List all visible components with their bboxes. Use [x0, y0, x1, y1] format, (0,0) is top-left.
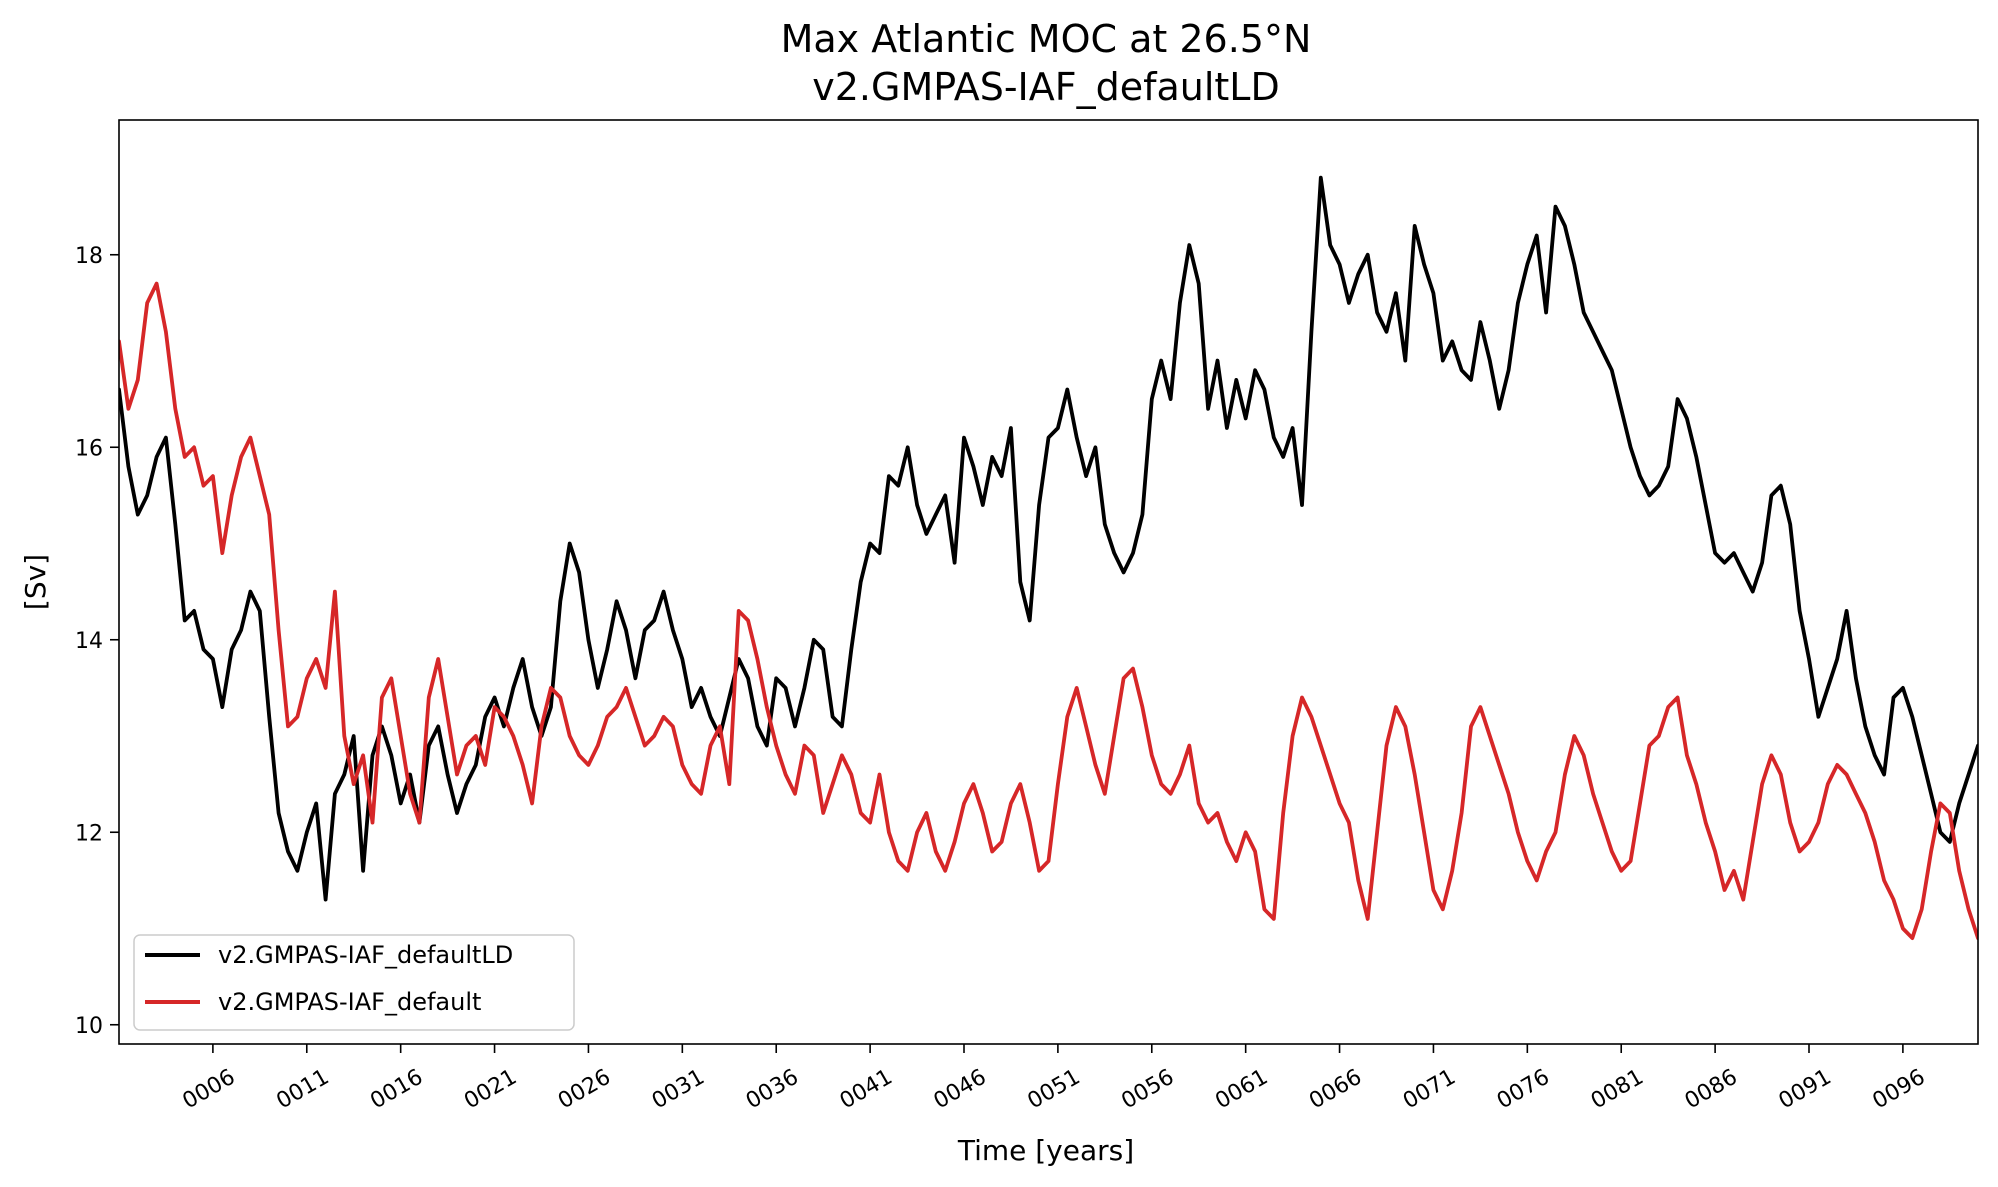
x-tick-label: 0026	[554, 1065, 615, 1115]
legend-label-0: v2.GMPAS-IAF_defaultLD	[218, 941, 513, 969]
x-tick-label: 0081	[1587, 1065, 1648, 1115]
x-tick-label: 0011	[272, 1065, 333, 1115]
x-tick-label: 0041	[836, 1065, 897, 1115]
legend-box	[133, 934, 575, 1031]
y-axis-label: [Sv]	[19, 554, 52, 610]
series-line-0	[119, 175, 1978, 902]
x-tick-label: 0061	[1211, 1065, 1272, 1115]
x-tick-label: 0016	[366, 1065, 427, 1115]
chart-subtitle: v2.GMPAS-IAF_defaultLD	[812, 65, 1280, 109]
x-tick-label: 0036	[742, 1065, 803, 1115]
y-tick-label: 14	[75, 629, 103, 654]
x-tick-label: 0021	[460, 1065, 521, 1115]
x-tick-label: 0096	[1868, 1065, 1929, 1115]
y-tick-label: 10	[75, 1014, 103, 1039]
x-tick-label: 0071	[1399, 1065, 1460, 1115]
x-tick-label: 0076	[1493, 1065, 1554, 1115]
y-tick-label: 12	[75, 821, 103, 846]
x-tick-label: 0006	[178, 1065, 239, 1115]
x-tick-label: 0031	[648, 1065, 709, 1115]
x-tick-label: 0046	[930, 1065, 991, 1115]
x-tick-label: 0066	[1305, 1065, 1366, 1115]
series-line-1	[119, 281, 1978, 940]
legend-label-1: v2.GMPAS-IAF_default	[218, 988, 481, 1016]
x-tick-label: 0051	[1023, 1065, 1084, 1115]
x-axis-label: Time [years]	[957, 1134, 1134, 1167]
chart-title: Max Atlantic MOC at 26.5°N	[781, 17, 1312, 61]
x-axis: 0006 0011 0016 0021 0026 0031 0036 0041 0046 0051…	[178, 1044, 1929, 1114]
x-tick-label: 0091	[1775, 1065, 1836, 1115]
y-tick-label: 16	[75, 436, 103, 461]
series-lines	[119, 175, 1978, 940]
plot-frame	[118, 119, 1979, 1045]
legend: v2.GMPAS-IAF_defaultLD v2.GMPAS-IAF_defa…	[133, 934, 575, 1031]
x-tick-label: 0086	[1681, 1065, 1742, 1115]
x-tick-label: 0056	[1117, 1065, 1178, 1115]
y-tick-label: 18	[75, 244, 103, 269]
y-axis: 10 12 14 16 18	[75, 244, 119, 1039]
